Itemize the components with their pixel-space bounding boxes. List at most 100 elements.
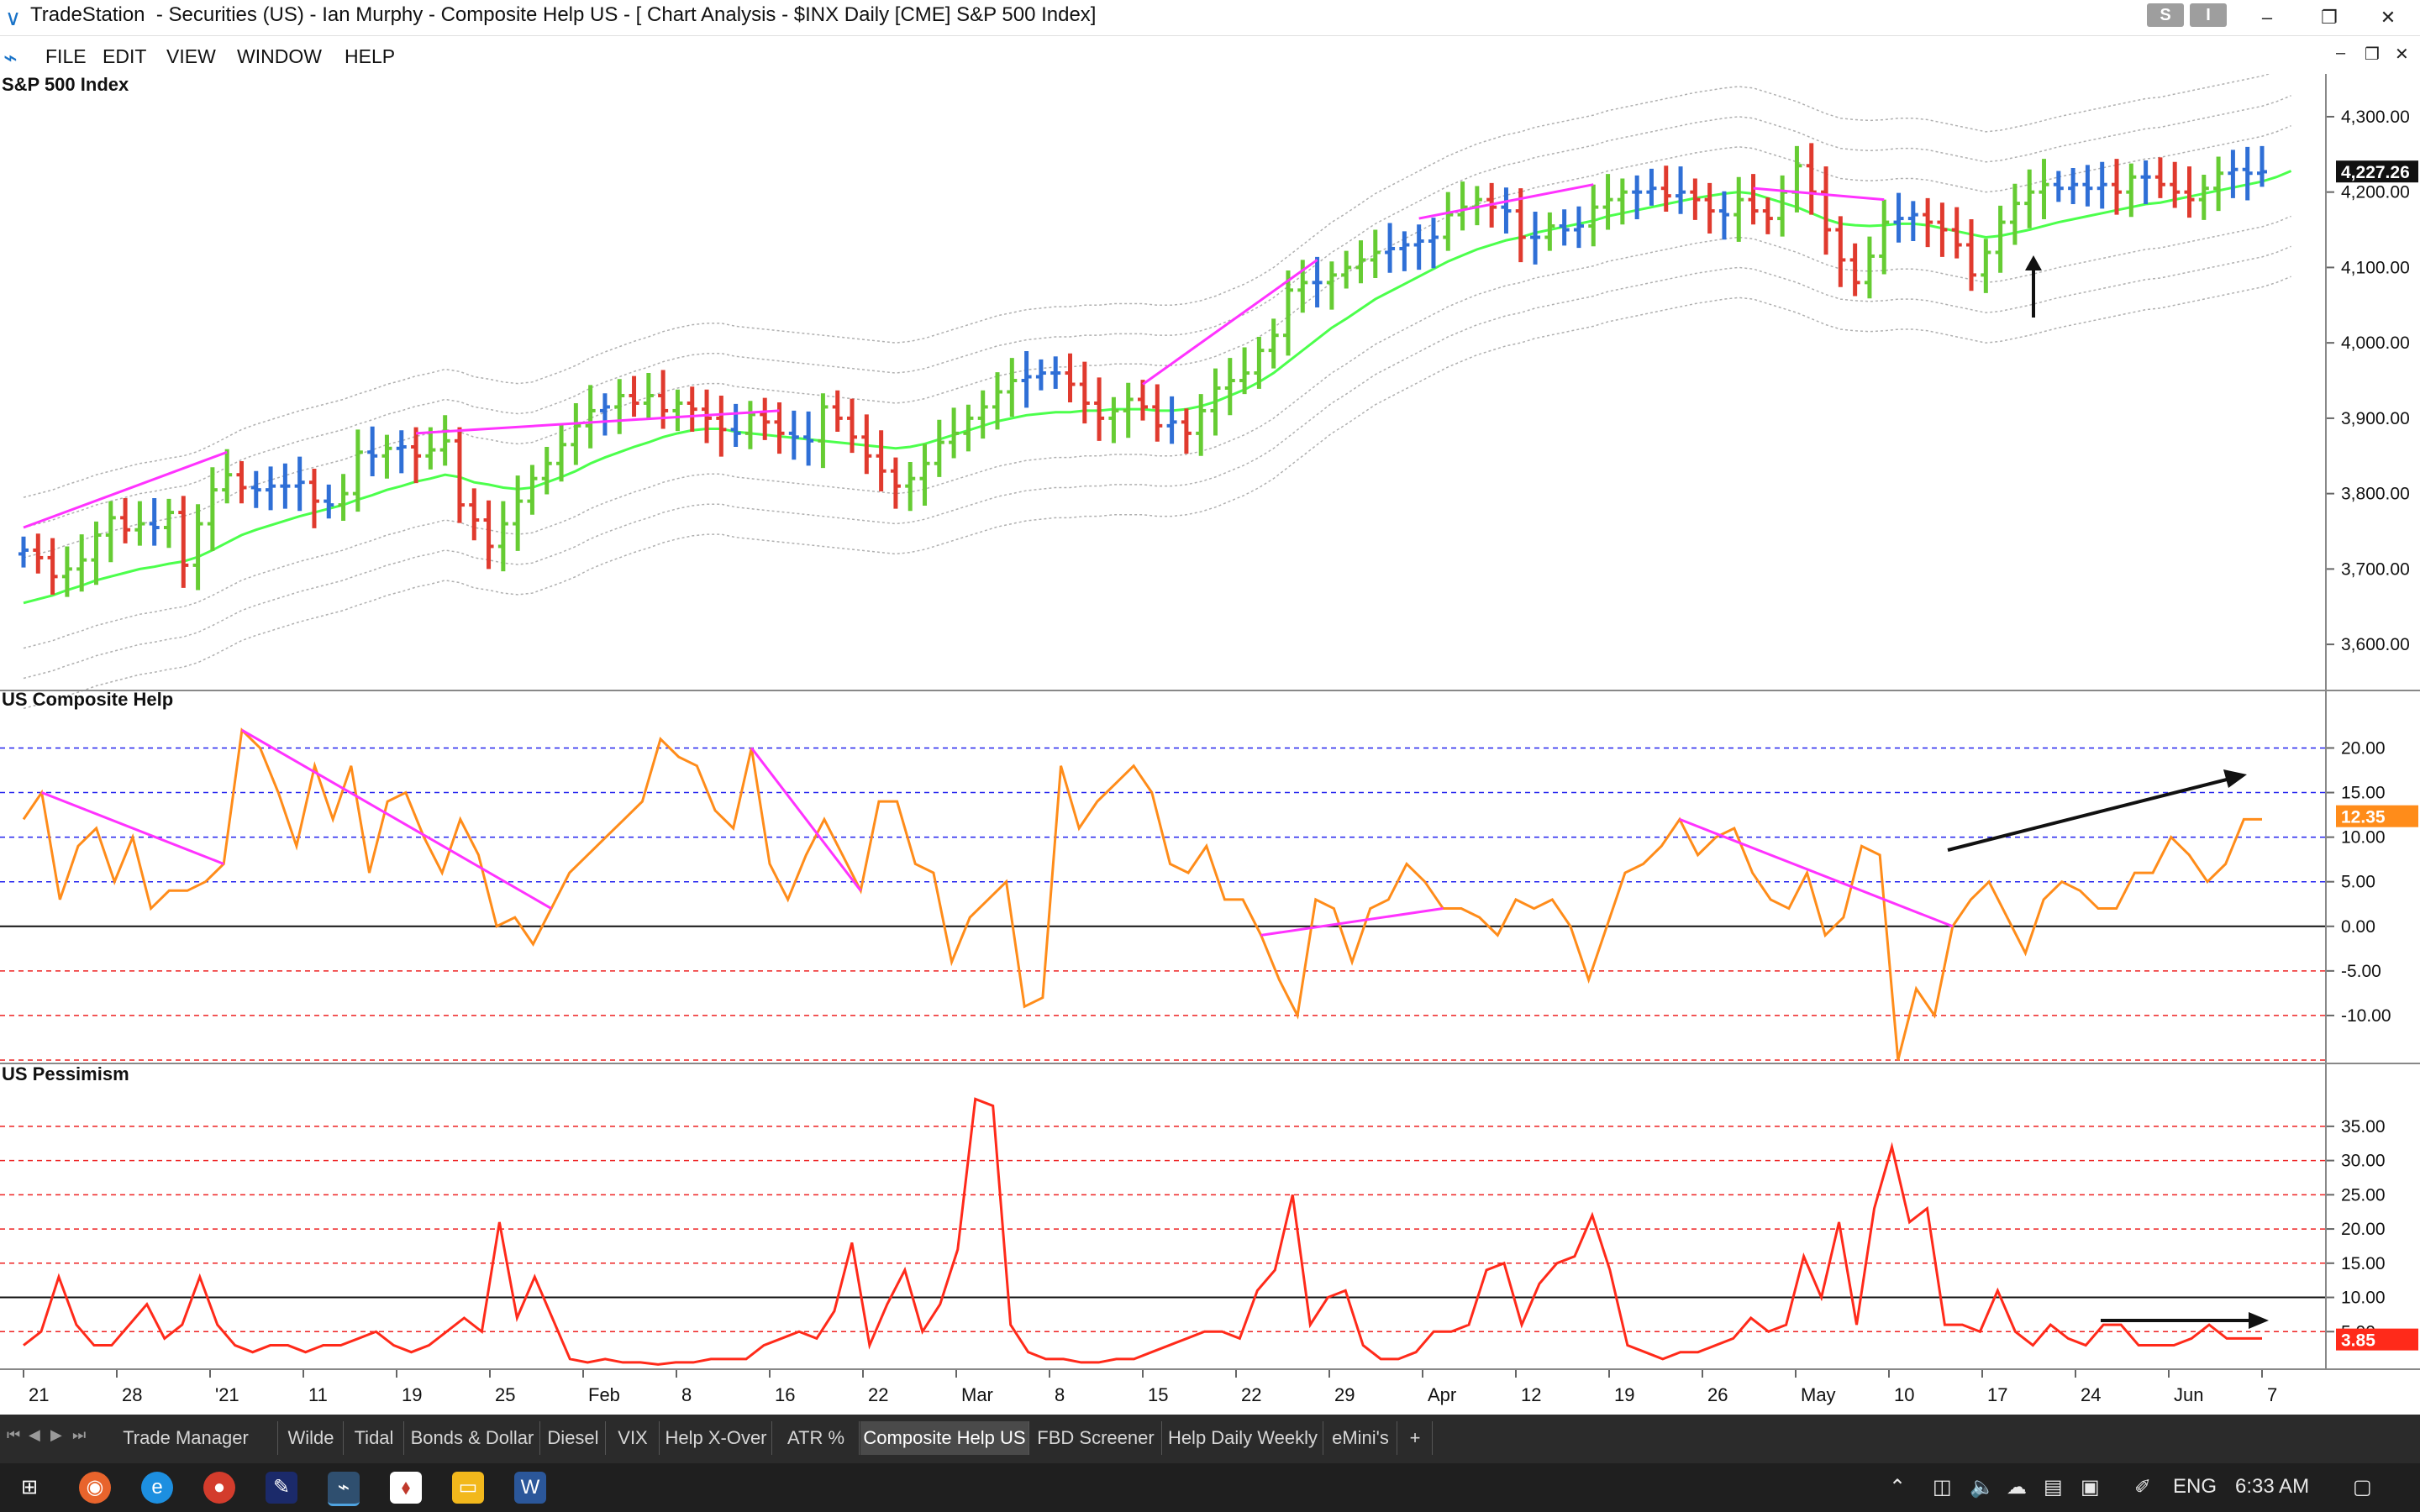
divergence-line <box>1142 259 1318 386</box>
prev-tab-icon[interactable]: ◀ <box>29 1426 40 1443</box>
menu-file[interactable]: FILE <box>45 45 87 67</box>
composite-last-value-tag-bg <box>2336 805 2418 827</box>
tray-app-icon[interactable]: ▣ <box>2081 1476 2100 1499</box>
composite-help-pane: 20.00 15.00 10.00 5.00 0.00 -5.00 -10.00 12.35 <box>0 727 2418 1061</box>
price-axis-tick-label: 3,800.00 <box>2341 485 2410 504</box>
next-tab-icon[interactable]: ▶ <box>50 1426 62 1443</box>
pessimism-arrow-head <box>2249 1312 2269 1329</box>
notifications-icon[interactable]: ▢ <box>2353 1476 2372 1499</box>
x-tick-label: 8 <box>681 1384 692 1405</box>
chart-analysis-window[interactable]: 4,300.00 4,200.00 4,100.00 4,000.00 3,900.00… <box>0 74 2420 1415</box>
first-tab-icon[interactable]: ⏮ <box>7 1426 21 1443</box>
mdi-minimize-button[interactable]: – <box>2336 44 2346 62</box>
workspace-tab[interactable]: ATR % <box>773 1421 860 1455</box>
x-tick-label: 16 <box>775 1384 795 1405</box>
price-pane-title: S&P 500 Index <box>2 74 129 95</box>
status-badge-s[interactable]: S <box>2147 3 2184 27</box>
composite-divergence-line <box>1679 817 1954 928</box>
app-menu-icon[interactable]: ⌁ <box>3 45 18 71</box>
trend-arrow <box>1947 778 2228 852</box>
x-tick-label: Mar <box>961 1384 993 1405</box>
divergence-line <box>1753 186 1885 202</box>
chrome-icon[interactable]: ● <box>203 1472 235 1504</box>
file-explorer-icon[interactable]: ▭ <box>452 1472 484 1504</box>
pessimism-pane-title: US Pessimism <box>2 1063 129 1084</box>
word-icon[interactable]: W <box>514 1472 546 1504</box>
x-tick-label: 22 <box>868 1384 888 1405</box>
onedrive-icon[interactable]: ☁ <box>2007 1476 2027 1499</box>
menu-help[interactable]: HELP <box>345 45 396 67</box>
workspace-tab-bar: ⏮ ◀ ▶ ⏭ Trade Manager Wilde Tidal Bonds & D… <box>0 1415 2420 1463</box>
workspace-tab[interactable]: Bonds & Dollar <box>405 1421 540 1455</box>
pessimism-axis-tick-label: 10.00 <box>2341 1289 2386 1308</box>
x-tick-label: 11 <box>308 1384 328 1405</box>
composite-pane-title: US Composite Help <box>2 689 173 710</box>
x-tick-label: 29 <box>1334 1384 1355 1405</box>
workspace-tab[interactable]: Wilde <box>279 1421 344 1455</box>
chart-background <box>0 74 2420 1415</box>
mdi-close-button[interactable]: ✕ <box>2395 45 2409 64</box>
meet-now-icon[interactable]: ◫ <box>1933 1476 1952 1499</box>
pessimism-last-value-tag: 3.85 <box>2341 1331 2375 1351</box>
window-title: TradeStation - Securities (US) - Ian Mur… <box>30 3 1097 26</box>
divergence-line <box>415 409 780 435</box>
pessimism-axis-tick-label: 35.00 <box>2341 1117 2386 1137</box>
acrobat-icon[interactable]: ⬧ <box>390 1472 422 1504</box>
workspace-tab[interactable]: Tidal <box>345 1421 404 1455</box>
workspace-tab[interactable]: Diesel <box>541 1421 606 1455</box>
x-tick-label: 24 <box>2081 1384 2101 1405</box>
last-price-tag: 4,227.26 <box>2341 163 2410 182</box>
firefox-icon[interactable]: ◉ <box>79 1472 111 1504</box>
x-tick-label: 7 <box>2267 1384 2277 1405</box>
workspace-tab[interactable]: eMini's <box>1324 1421 1397 1455</box>
x-tick-label: 22 <box>1241 1384 1261 1405</box>
mdi-restore-button[interactable]: ❐ <box>2365 45 2380 64</box>
workspace-tab[interactable]: + <box>1398 1421 1433 1455</box>
pessimism-axis-tick-label: 30.00 <box>2341 1152 2386 1171</box>
x-tick-label: 10 <box>1894 1384 1914 1405</box>
annotation-arrow-head <box>2025 255 2042 270</box>
price-axis-tick-label: 4,000.00 <box>2341 333 2410 353</box>
price-axis-tick-label: 4,300.00 <box>2341 108 2410 127</box>
tradestation-taskbar-icon[interactable]: ⌁ <box>328 1472 360 1506</box>
x-tick-label: Feb <box>588 1384 620 1405</box>
workspace-tab[interactable]: Help X-Over <box>660 1421 772 1455</box>
x-tick-label: May <box>1801 1384 1836 1405</box>
close-button[interactable]: ✕ <box>2380 7 2396 28</box>
volume-icon[interactable]: 🔈 <box>1970 1476 1995 1499</box>
composite-axis-tick-label: 0.00 <box>2341 917 2375 937</box>
x-tick-label: 19 <box>1614 1384 1634 1405</box>
x-tick-label: Jun <box>2174 1384 2203 1405</box>
composite-axis-tick-label: -5.00 <box>2341 962 2381 981</box>
clock[interactable]: 6:33 AM <box>2235 1475 2310 1498</box>
pessimism-axis-tick-label: 20.00 <box>2341 1220 2386 1239</box>
status-badge-i[interactable]: I <box>2190 3 2227 27</box>
restore-button[interactable]: ❐ <box>2321 7 2338 28</box>
edge-icon[interactable]: e <box>141 1472 173 1504</box>
menu-window[interactable]: WINDOW <box>237 45 322 67</box>
language-indicator[interactable]: ENG <box>2173 1475 2217 1498</box>
workspace-tab[interactable]: FBD Screener <box>1030 1421 1162 1455</box>
price-pane: 4,300.00 4,200.00 4,100.00 4,000.00 3,900.00… <box>18 74 2418 710</box>
price-axis-tick-label: 3,900.00 <box>2341 409 2410 428</box>
workspace-tab[interactable]: Help Daily Weekly <box>1163 1421 1323 1455</box>
windows-start-icon[interactable]: ⊞ <box>20 1476 39 1499</box>
last-tab-icon[interactable]: ⏭ <box>72 1426 87 1443</box>
menu-view[interactable]: VIEW <box>166 45 216 67</box>
minimize-button[interactable]: – <box>2261 7 2273 28</box>
pessimism-last-value-tag-bg <box>2336 1328 2418 1351</box>
workspace-tab[interactable]: Trade Manager <box>94 1421 278 1455</box>
composite-divergence-line <box>1260 907 1444 937</box>
x-tick-label: 19 <box>402 1384 422 1405</box>
tray-overflow-icon[interactable]: ⌃ <box>1889 1476 1907 1499</box>
trend-arrow-head <box>2223 769 2247 788</box>
x-tick-label: 17 <box>1987 1384 2007 1405</box>
composite-axis-tick-label: 5.00 <box>2341 873 2375 892</box>
network-icon[interactable]: ▤ <box>2044 1476 2063 1499</box>
workspace-tab[interactable]: Composite Help US <box>860 1421 1029 1455</box>
workspace-tab[interactable]: VIX <box>607 1421 660 1455</box>
pane-dividers <box>0 74 2420 1370</box>
pen-app-icon[interactable]: ✎ <box>266 1472 297 1504</box>
pen-tray-icon[interactable]: ✐ <box>2134 1476 2152 1499</box>
menu-edit[interactable]: EDIT <box>103 45 147 67</box>
